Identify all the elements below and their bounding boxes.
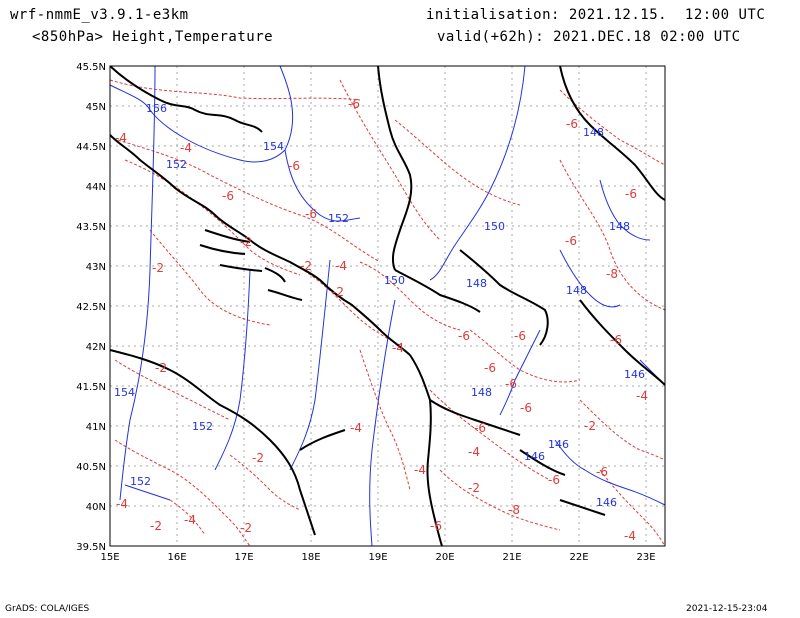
temperature-label: -2 [150,519,162,533]
temperature-label: -2 [332,285,344,299]
height-label: 146 [524,450,545,463]
height-label: 148 [583,126,604,139]
temperature-label: -2 [240,235,252,249]
temperature-label: -6 [305,207,317,221]
coastlines-borders [109,65,666,547]
latitude-tick-label: 42N [86,342,106,353]
longitude-tick-label: 22E [569,552,588,563]
height-label: 148 [466,277,487,290]
height-label: 154 [114,386,135,399]
latitude-tick-label: 40N [86,502,106,513]
longitude-tick-label: 18E [301,552,320,563]
model-title: wrf-nmmE_v3.9.1-e3km [10,7,189,23]
temperature-label: -8 [508,503,520,517]
temperature-label: -8 [606,267,618,281]
temperature-label: -4 [180,141,192,155]
temperature-label: -6 [514,329,526,343]
temperature-label: -2 [152,261,164,275]
height-label: 148 [609,220,630,233]
temperature-label: -6 [458,329,470,343]
temperature-label: -4 [636,389,648,403]
longitude-tick-label: 23E [636,552,655,563]
height-label: 152 [192,420,213,433]
footer-software: GrADS: COLA/IGES [5,604,90,614]
temperature-label: -6 [565,234,577,248]
temperature-label: -4 [115,131,127,145]
longitude-tick-label: 19E [368,552,387,563]
latitude-tick-label: 43N [86,262,106,273]
longitude-tick-label: 21E [502,552,521,563]
temperature-label: -4 [350,421,362,435]
temperature-label: -6 [430,519,442,533]
latitude-tick-label: 40.5N [76,462,106,473]
longitude-tick-label: 16E [167,552,186,563]
latitude-axis: 45.5N 45N 44.5N 44N 43.5N 43N 42.5N 42N 41.5N 41N… [76,62,106,553]
longitude-tick-label: 17E [234,552,253,563]
longitude-tick-label: 15E [100,552,119,563]
height-label: 154 [263,140,284,153]
temperature-label: -6 [596,465,608,479]
latitude-tick-label: 42.5N [76,302,106,313]
map-frame [109,65,666,547]
temperature-label: -6 [610,333,622,347]
height-label: 150 [484,220,505,233]
initialisation-time: initialisation: 2021.12.15. 12:00 UTC [426,7,766,23]
temperature-label: -6 [348,97,360,111]
latitude-tick-label: 44N [86,182,106,193]
valid-time: valid(+62h): 2021.DEC.18 02:00 UTC [437,29,741,45]
temperature-label: -6 [625,187,637,201]
temperature-label: -4 [624,529,636,543]
temperature-label: -2 [252,451,264,465]
temperature-label: -4 [414,463,426,477]
temperature-label: -6 [288,159,300,173]
temperature-label: -6 [548,473,560,487]
longitude-tick-label: 20E [435,552,454,563]
latitude-tick-label: 43.5N [76,222,106,233]
temperature-label: -4 [116,497,128,511]
height-label: 152 [328,212,349,225]
height-label: 146 [548,438,569,451]
height-label: 148 [471,386,492,399]
temperature-label: -4 [184,513,196,527]
height-label: 152 [130,475,151,488]
temperature-label: -2 [300,259,312,273]
temperature-label: -6 [222,189,234,203]
temperature-labels: -6 -6 -6 -4 -4 -2 -2 -2 -4 -6 -6 -6 -8 -… [115,97,648,543]
height-labels: 156 154 152 152 150 150 148 148 148 148 … [114,102,645,509]
temperature-label: -6 [505,377,517,391]
latitude-tick-label: 45N [86,102,106,113]
height-label: 146 [596,496,617,509]
height-label: 146 [624,368,645,381]
latitude-tick-label: 41N [86,422,106,433]
temperature-contours [109,79,666,547]
temperature-label: -6 [566,117,578,131]
lat-lon-grid [110,66,665,546]
temperature-label: -6 [474,421,486,435]
temperature-label: -4 [335,259,347,273]
height-label: 156 [146,102,167,115]
latitude-tick-label: 39.5N [76,542,106,553]
latitude-tick-label: 41.5N [76,382,106,393]
temperature-label: -6 [484,361,496,375]
temperature-label: -2 [468,481,480,495]
footer-timestamp: 2021-12-15-23:04 [686,604,768,614]
height-label: 150 [384,274,405,287]
temperature-label: -4 [468,445,480,459]
height-label: 152 [166,158,187,171]
longitude-axis: 15E 16E 17E 18E 19E 20E 21E 22E 23E [100,552,655,563]
temperature-label: -2 [155,361,167,375]
latitude-tick-label: 45.5N [76,62,106,73]
height-label: 148 [566,284,587,297]
latitude-tick-label: 44.5N [76,142,106,153]
height-contours [109,65,666,547]
temperature-label: -4 [392,341,404,355]
product-title: <850hPa> Height,Temperature [32,29,274,45]
temperature-label: -6 [520,401,532,415]
temperature-label: -2 [584,419,596,433]
temperature-label: -2 [240,521,252,535]
